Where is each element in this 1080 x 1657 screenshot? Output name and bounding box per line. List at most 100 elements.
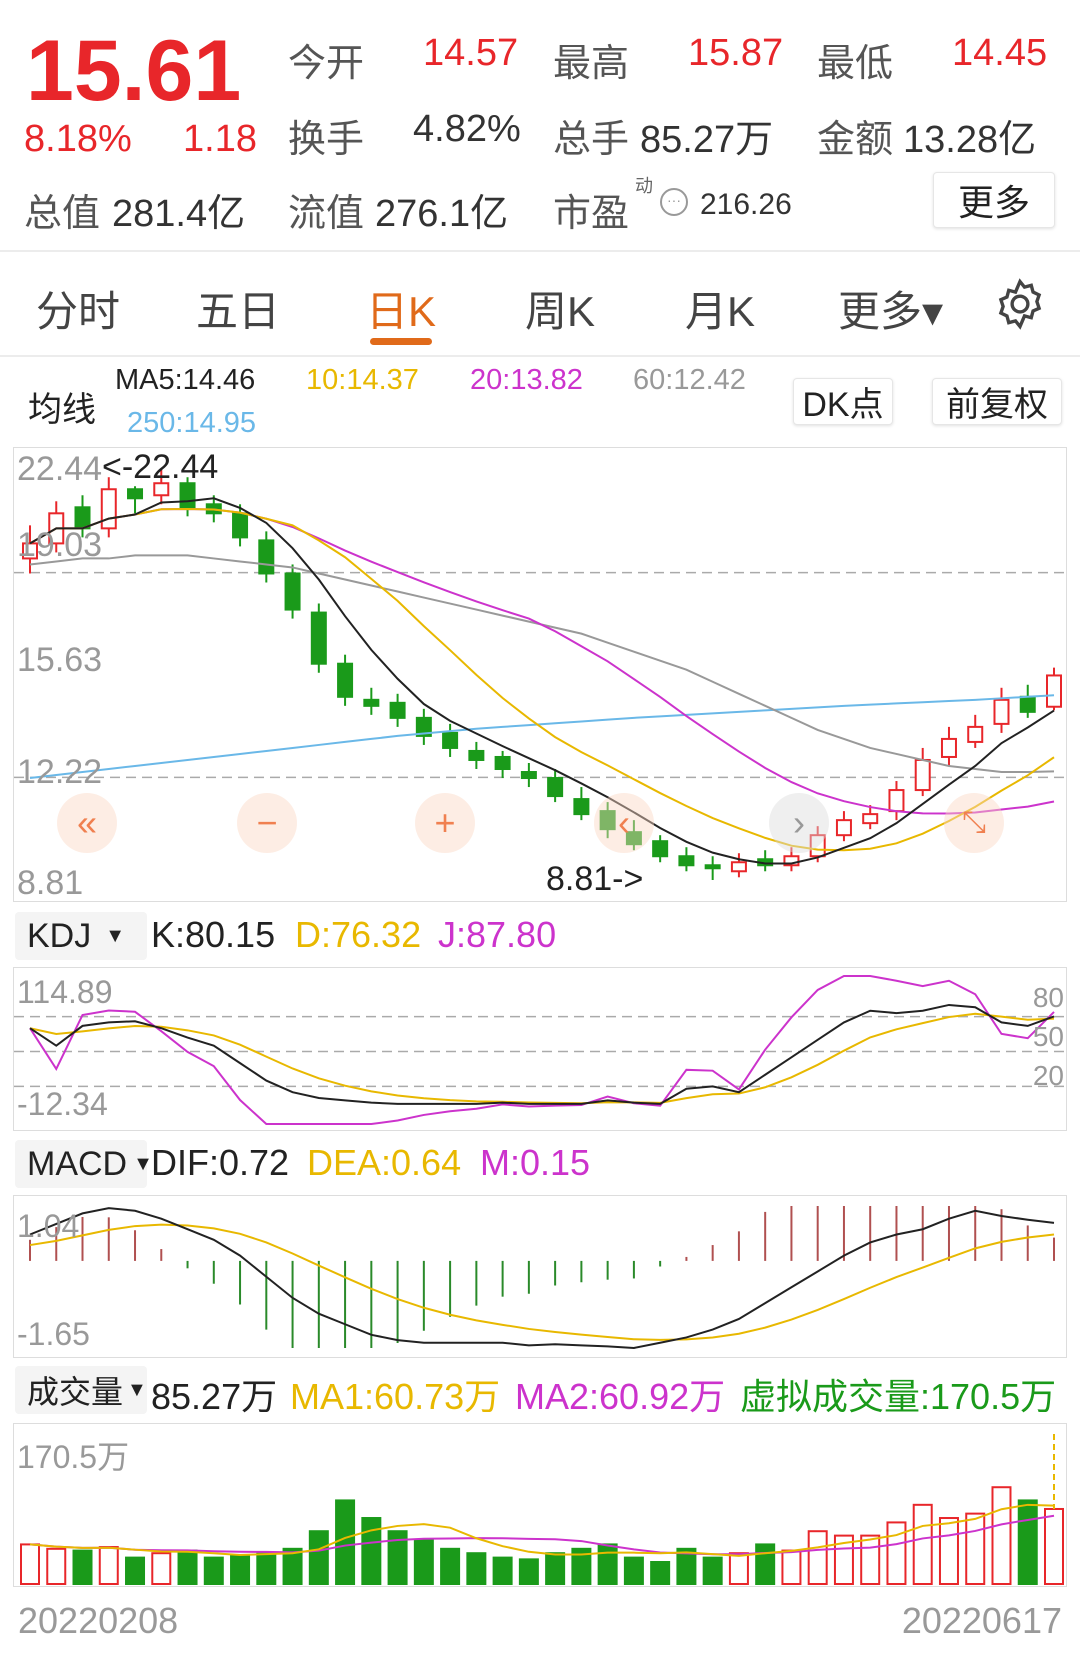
candle-body	[310, 611, 327, 665]
volume-bar	[151, 1552, 172, 1585]
candle-body	[468, 749, 485, 761]
mktcap-value: 281.4亿	[112, 193, 246, 235]
pe-value: 216.26	[700, 188, 792, 221]
ma60-line	[29, 554, 1055, 774]
virtual-volume: 虚拟成交量:170.5万	[740, 1376, 1057, 1417]
kdj-min-label: -12.34	[17, 1086, 108, 1122]
volume-bar	[125, 1556, 146, 1586]
candle-body	[678, 855, 695, 867]
volume-bar	[597, 1543, 618, 1586]
pe-info-icon[interactable]: ···	[660, 188, 688, 216]
high-marker: <-22.44	[102, 448, 219, 486]
volume-bar	[492, 1556, 513, 1586]
macd-selector[interactable]: MACD ▼	[15, 1140, 153, 1188]
tab-intraday[interactable]: 分时	[36, 288, 121, 335]
kdj-d-line	[29, 1012, 1055, 1105]
gear-icon[interactable]	[993, 277, 1047, 331]
volume-bar	[387, 1530, 408, 1585]
kdj-level-50: 50	[1032, 1021, 1064, 1052]
volume-bar	[308, 1530, 329, 1585]
active-tab-indicator	[370, 338, 432, 345]
volume-bar	[728, 1552, 749, 1585]
volume-label: 总手	[553, 119, 630, 161]
kdj-j: J:87.80	[438, 914, 557, 955]
volume-bar	[20, 1543, 40, 1586]
macd-min-label: -1.65	[17, 1316, 90, 1352]
volume-bar	[676, 1547, 697, 1586]
volume-selector-label: 成交量	[27, 1374, 124, 1410]
candle-body	[809, 834, 826, 858]
more-info-button[interactable]: 更多	[933, 172, 1055, 228]
y-label-2: 19.03	[17, 526, 103, 564]
candle-body	[284, 572, 301, 611]
end-date: 20220617	[901, 1600, 1062, 1641]
candle-body	[442, 731, 459, 749]
tab-more[interactable]: 更多▾	[838, 288, 944, 335]
macd-dif-line	[29, 1207, 1055, 1350]
adjust-button[interactable]: 前复权	[932, 378, 1062, 425]
y-label-4: 12.22	[17, 753, 103, 791]
mktcap-label: 总值	[24, 193, 101, 235]
pe-label: 市盈	[553, 193, 630, 235]
kdj-k-line	[29, 1003, 1055, 1105]
volume-selector[interactable]: 成交量 ▼	[15, 1366, 147, 1414]
kdj-selector-label: KDJ	[27, 916, 92, 955]
ma250-line	[29, 694, 1055, 780]
ma20-value: 20:13.82	[470, 364, 583, 396]
kdj-plot	[14, 975, 1066, 1125]
kdj-k: K:80.15	[151, 914, 276, 955]
macd-dea: DEA:0.64	[307, 1142, 462, 1183]
candle-body	[389, 701, 406, 719]
kdj-selector[interactable]: KDJ ▼	[15, 912, 147, 960]
candle-body	[599, 810, 616, 831]
amount-label: 金额	[817, 119, 894, 161]
volume-bar	[46, 1547, 67, 1586]
price-chart[interactable]: 22.44 19.03 15.63 12.22 8.81 <-22.44 8.8…	[13, 447, 1067, 902]
dk-point-button[interactable]: DK点	[793, 378, 893, 425]
scroll-right-icon[interactable]: ›	[769, 793, 829, 853]
ma10-line	[29, 508, 1055, 852]
tab-monthly-k[interactable]: 月K	[685, 288, 756, 335]
candle-body	[573, 798, 590, 816]
candle-body	[127, 488, 144, 500]
volume-value: 85.27万	[640, 119, 774, 161]
macd-selector-label: MACD	[27, 1144, 128, 1183]
tab-weekly-k[interactable]: 周K	[525, 288, 596, 335]
macd-plot	[29, 1206, 1055, 1350]
zoom-out-icon[interactable]: −	[237, 793, 297, 853]
candle-body	[363, 698, 380, 707]
candle-body	[100, 488, 117, 530]
candle-body	[914, 758, 931, 792]
volume-bar	[571, 1547, 592, 1586]
high-value: 15.87	[688, 32, 784, 74]
high-label: 最高	[553, 43, 630, 85]
volume-bar	[335, 1499, 356, 1585]
y-label-min: 8.81	[17, 864, 84, 902]
scroll-left-icon[interactable]: ‹	[594, 793, 654, 853]
dropdown-icon: ▼	[105, 924, 126, 947]
ma60-value: 60:12.42	[633, 364, 746, 396]
volume-ma2-line	[29, 1514, 1055, 1556]
float-value: 276.1亿	[375, 193, 509, 235]
low-value: 14.45	[952, 32, 1048, 74]
volume-bar	[72, 1549, 93, 1585]
kdj-chart[interactable]: 114.89 -12.34 80 50 20	[13, 967, 1067, 1131]
tab-daily-k[interactable]: 日K	[366, 288, 437, 335]
scroll-left-fast-icon[interactable]: «	[57, 793, 117, 853]
zoom-in-icon[interactable]: +	[415, 793, 475, 853]
dk-point-label: DK点	[802, 386, 884, 424]
candle-body	[520, 771, 537, 780]
macd-chart[interactable]: 1.04 -1.65	[13, 1195, 1067, 1358]
adjust-label: 前复权	[946, 386, 1048, 424]
tab-five-day[interactable]: 五日	[196, 288, 281, 335]
fullscreen-icon[interactable]: ⤡	[944, 793, 1004, 853]
volume-chart[interactable]: 170.5万	[13, 1423, 1067, 1587]
volume-bar	[912, 1503, 933, 1585]
volume-bar	[413, 1539, 434, 1586]
candle-body	[258, 539, 275, 575]
y-label-max: 22.44	[17, 450, 103, 488]
macd-max-label: 1.04	[17, 1208, 80, 1244]
kdj-d: D:76.32	[295, 914, 422, 955]
volume-ma1-line	[29, 1503, 1055, 1557]
volume-bar	[177, 1549, 198, 1585]
